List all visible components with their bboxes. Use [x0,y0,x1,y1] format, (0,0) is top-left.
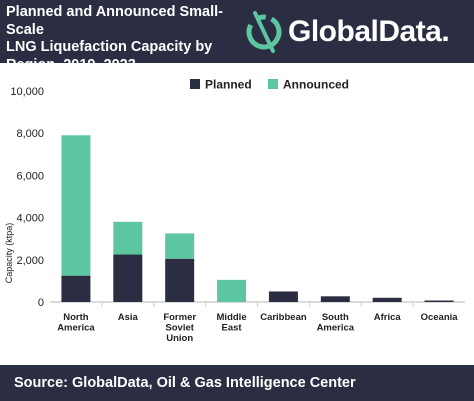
logo-text: GlobalData. [288,15,450,48]
bars [61,135,454,302]
x-tick-label: North America [57,312,95,334]
x-tick-label: Former Soviet Union [163,312,196,344]
y-tick-label: 4,000 [16,213,44,225]
x-tick-label: South America [317,312,355,334]
bar-planned [268,291,298,302]
legend-swatch-planned [190,79,200,89]
footer-bar: Source: GlobalData, Oil & Gas Intelligen… [0,365,474,401]
x-tick-label: Asia [118,312,139,323]
legend-swatch-announced [268,79,278,89]
bar-planned [320,296,350,302]
x-tick-label: Africa [374,312,402,323]
x-axis: North America Asia Former Soviet Union Middle E… [57,302,458,344]
y-tick-label: 6,000 [16,170,44,182]
x-tick-label: Middle East [217,312,247,334]
y-axis-title: Capacity (ktpa) [4,223,14,284]
bar-planned [424,300,454,302]
bar-announced [113,221,143,255]
x-tick-label: Oceania [421,312,459,323]
legend: Planned Announced [190,78,349,92]
y-tick-label: 2,000 [16,255,44,267]
bar-planned [372,297,402,302]
bar-announced [165,233,195,259]
source-note: Source: GlobalData, Oil & Gas Intelligen… [14,375,356,391]
stacked-bar-chart: Planned Announced 10,000 8,000 6,000 4,000 2,… [4,78,465,344]
bar-planned [113,254,143,302]
legend-label-planned: Planned [205,78,252,92]
y-tick-label: 8,000 [16,128,44,140]
bar-planned [165,258,195,302]
bar-announced [217,279,247,302]
legend-label-announced: Announced [283,78,349,92]
x-tick-label: Caribbean [260,312,307,323]
globaldata-logo: GlobalData. [244,8,466,56]
title-line-2: LNG Liquefaction Capacity by [6,39,213,55]
y-tick-label: 0 [38,297,44,309]
globaldata-circle-icon [246,11,282,53]
bar-announced [61,135,91,276]
header-bar: Planned and Announced Small-Scale LNG Li… [0,0,474,73]
chart-title: Planned and Announced Small-Scale LNG Li… [6,4,251,74]
title-line-3: Region, 2019–2023 [6,56,136,73]
y-tick-label: 10,000 [10,86,44,98]
bar-planned [61,275,91,302]
title-line-1: Planned and Announced Small-Scale [6,4,223,38]
